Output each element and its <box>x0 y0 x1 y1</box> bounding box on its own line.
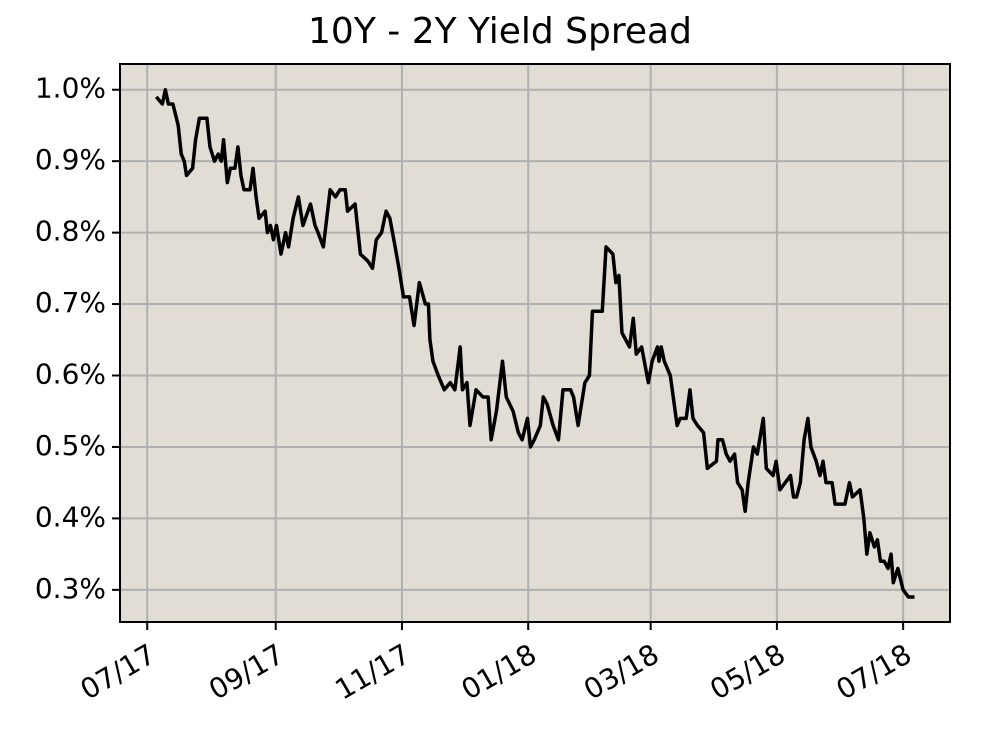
x-tick-label: 03/18 <box>578 637 664 706</box>
plot-frame <box>119 63 951 623</box>
marks <box>154 87 915 599</box>
grid <box>120 64 950 622</box>
y-tick-label: 0.7% <box>35 286 106 319</box>
y-tick-label: 0.4% <box>35 500 106 533</box>
x-tick-label: 07/18 <box>831 637 917 706</box>
y-tick-label: 0.5% <box>35 429 106 462</box>
y-tick-label: 0.9% <box>35 143 106 176</box>
y-tick-label: 0.6% <box>35 358 106 391</box>
x-tick-label: 11/17 <box>329 637 415 706</box>
plot-area <box>120 64 950 622</box>
x-tick-label: 07/17 <box>75 637 161 706</box>
line <box>154 87 915 599</box>
chart-title: 10Y - 2Y Yield Spread <box>308 11 692 52</box>
y-tick-label: 0.8% <box>35 215 106 248</box>
y-tick-label: 0.3% <box>35 572 106 605</box>
x-tick-label: 09/17 <box>203 637 289 706</box>
x-tick-label: 05/18 <box>704 637 790 706</box>
y-tick-label: 1.0% <box>35 72 106 105</box>
x-tick-label: 01/18 <box>456 637 542 706</box>
